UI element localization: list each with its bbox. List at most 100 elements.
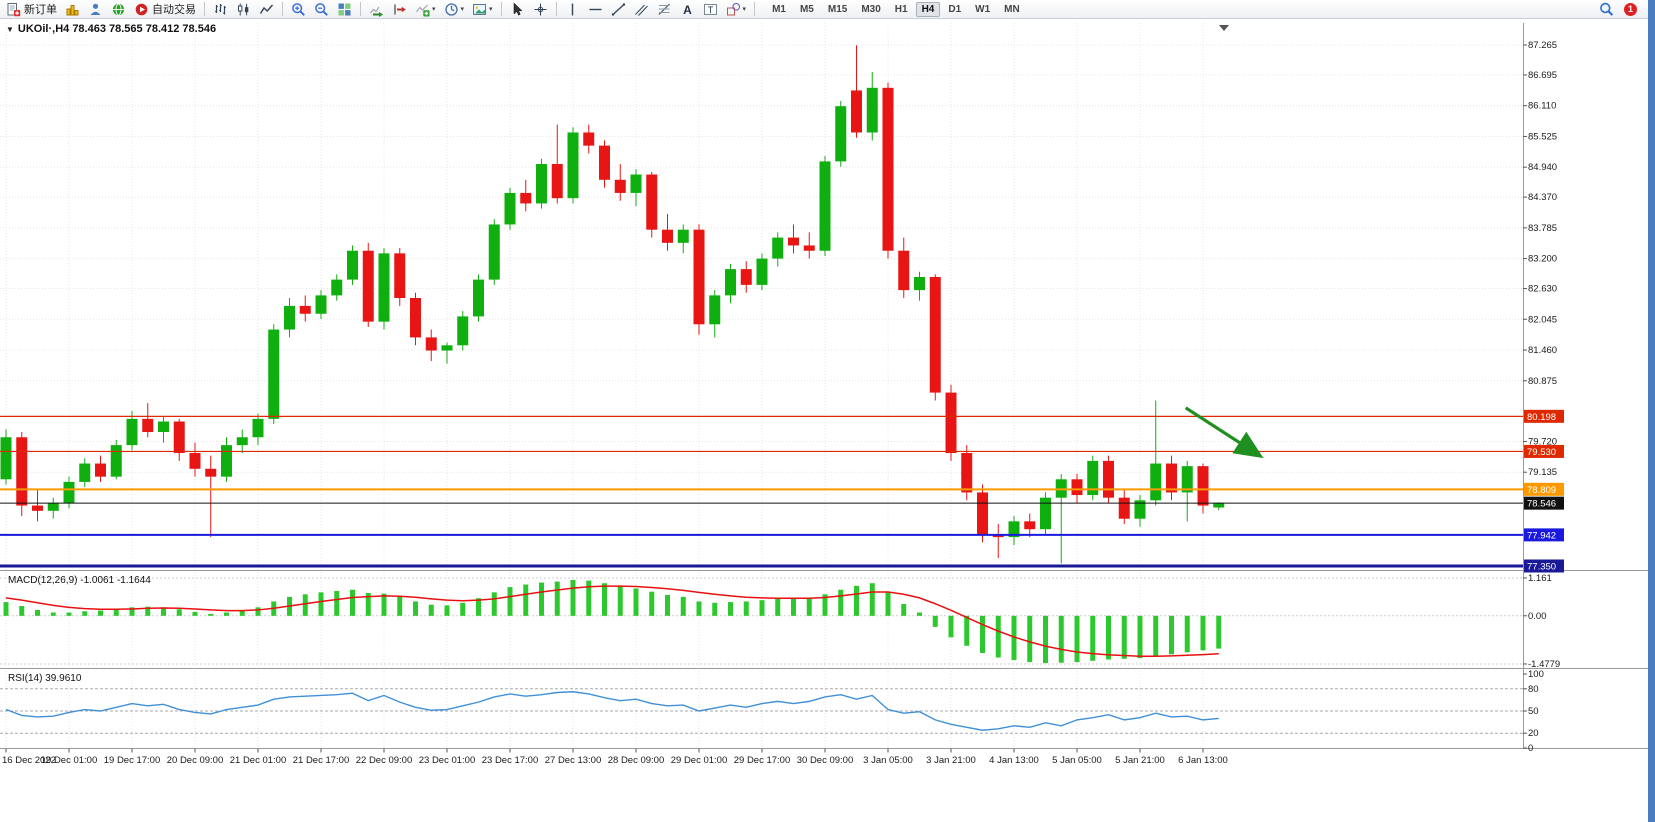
zoom-out-button[interactable] [311,1,332,18]
candle [79,458,91,488]
tf-button-M30[interactable]: M30 [861,3,881,15]
timeframe-group: M1 M5 M15 M30 H1 H4 D1 W1 MN [765,1,1027,17]
candle [378,248,390,330]
candle [630,169,642,207]
candle [646,171,658,238]
price-badge-label: 80.198 [1527,412,1556,423]
chart-window[interactable]: 87.265 86.695 86.110 85.525 84.940 84.370 83.7… [0,19,1655,822]
label-button[interactable]: T [700,1,721,18]
trendline-icon [611,2,626,17]
vertical-line-button[interactable] [562,1,583,18]
candle [1181,460,1193,522]
crosshair-button[interactable] [530,1,551,18]
candle [331,274,343,301]
fibonacci-button[interactable] [654,1,675,18]
time-axis-label: 30 Dec 09:00 [797,755,854,766]
web-terminal-button[interactable] [108,1,129,18]
chart-shift-button[interactable] [389,1,410,18]
candle [772,232,784,267]
tf-button-H1[interactable]: H1 [894,3,908,15]
shapes-button[interactable]: ▾ [723,1,750,18]
candle [1166,455,1177,501]
candlestick-chart[interactable]: 87.265 86.695 86.110 85.525 84.940 84.370 83.7… [0,19,1655,822]
tf-button-H4[interactable]: H4 [915,1,941,17]
line-chart-icon [259,2,274,17]
zoom-in-button[interactable] [288,1,309,18]
collapse-triangle-icon[interactable]: ▼ [6,24,14,34]
rsi-scale-label: 0 [1528,743,1533,754]
candle [551,124,563,204]
auto-scroll-button[interactable] [366,1,387,18]
candle [1087,455,1099,501]
chart-shift-marker[interactable] [1219,25,1229,31]
zoom-in-icon [291,2,306,17]
periods-button[interactable]: ▾ [441,1,468,18]
tf-button-W1[interactable]: W1 [975,3,991,15]
notification-badge[interactable]: 1 [1624,2,1637,16]
new-order-button[interactable]: 新订单 [3,1,60,18]
candle [221,437,232,482]
candle [567,127,579,204]
price-axis[interactable]: 87.265 86.695 86.110 85.525 84.940 84.370 83.7… [1523,40,1564,754]
price-axis-label: 87.265 [1528,40,1557,51]
rsi-scale-label: 100 [1528,669,1544,680]
template-pic-icon [472,2,487,17]
auto-trading-button[interactable]: 自动交易 [131,1,199,18]
candle [819,156,831,256]
time-axis-label: 6 Jan 13:00 [1178,755,1228,766]
time-axis-label: 22 Dec 09:00 [356,755,413,766]
templates-button[interactable]: ▾ [469,1,496,18]
candle [189,442,201,477]
chart-symbol-header: ▼ UKOil·,H4 78.463 78.565 78.412 78.546 [6,23,216,35]
toolbar-separator [360,2,361,16]
toolbar-separator [500,2,502,16]
trendline-button[interactable] [608,1,629,18]
line-chart-button[interactable] [256,1,277,18]
price-axis-label: 82.630 [1528,284,1557,295]
time-axis-label: 5 Jan 21:00 [1115,755,1165,766]
cursor-icon [510,1,525,17]
charts-button[interactable] [62,1,83,18]
channel-button[interactable] [631,1,652,18]
text-button[interactable]: A [677,1,698,18]
price-axis-label: 83.785 [1528,223,1557,234]
tiles-icon [337,2,352,17]
candle [173,418,185,461]
new-order-icon [6,2,21,17]
tf-button-MN[interactable]: MN [1004,3,1020,15]
tf-button-D1[interactable]: D1 [948,3,962,15]
price-badge-label: 77.942 [1527,530,1556,541]
trend-arrow-annotation[interactable] [1184,406,1264,459]
cursor-button[interactable] [507,1,528,18]
tf-button-M1[interactable]: M1 [772,3,786,15]
main-toolbar: 新订单 自动交易 ▾ ▾ ▾ A T ▾ M1 M5 M15 M30 H1 H4 D1 W1 MN 1 [0,0,1649,19]
tf-button-M15[interactable]: M15 [827,3,848,15]
time-axis-label: 20 Dec 09:00 [167,755,224,766]
tile-windows-button[interactable] [334,1,355,18]
indicators-button[interactable]: ▾ [412,1,439,18]
label-t-icon: T [703,2,718,17]
candlestick-button[interactable] [233,1,254,18]
tf-button-M5[interactable]: M5 [799,3,814,15]
grid-layer [0,23,1523,748]
time-axis-label: 3 Jan 21:00 [926,755,976,766]
candle [929,274,941,401]
horizontal-line-button[interactable] [585,1,606,18]
bar-chart-button[interactable] [210,1,231,18]
macd-scale-label: 1.161 [1528,573,1552,584]
candle [1103,455,1114,503]
market-watch-button[interactable] [85,1,106,18]
price-badge-label: 79.530 [1527,447,1556,458]
candle [410,292,421,346]
search-button[interactable] [1596,1,1617,18]
dropdown-caret-icon: ▾ [432,6,436,13]
price-axis-label: 81.460 [1528,345,1557,356]
autoscroll-icon [369,2,384,17]
candle [992,523,1004,559]
candle [488,219,500,285]
candle [473,274,484,322]
candle [95,455,106,482]
candle [945,384,957,461]
text-a-icon: A [680,2,695,17]
